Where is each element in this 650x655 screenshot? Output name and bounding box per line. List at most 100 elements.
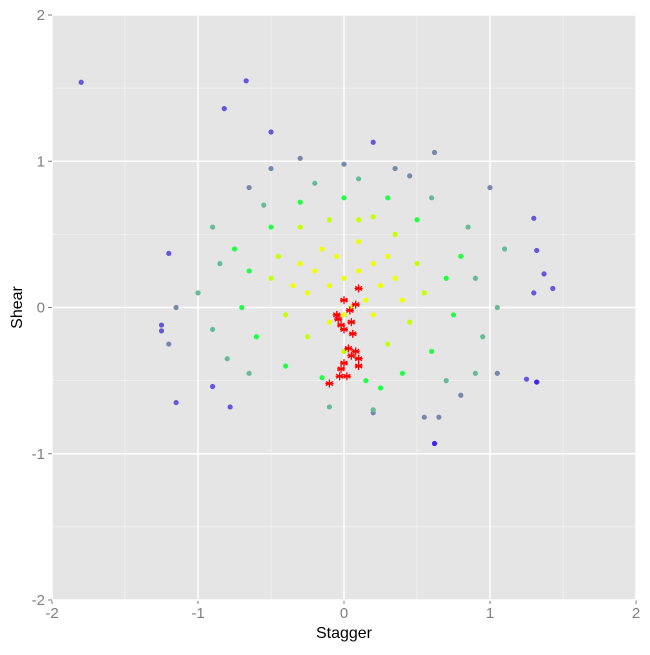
point <box>363 297 369 303</box>
point <box>385 341 391 347</box>
x-tick-label: 0 <box>340 605 348 622</box>
point <box>421 290 427 296</box>
point <box>377 282 384 289</box>
star-point <box>325 379 334 388</box>
point <box>436 414 442 420</box>
star-point <box>354 284 363 293</box>
point <box>297 261 303 267</box>
point <box>326 404 332 410</box>
point <box>541 271 547 277</box>
point <box>166 341 172 347</box>
point <box>268 275 274 281</box>
point <box>370 407 376 413</box>
point <box>494 304 500 311</box>
point <box>414 261 420 267</box>
point <box>399 297 405 303</box>
point <box>239 304 245 311</box>
point <box>319 246 325 252</box>
point <box>312 268 318 274</box>
y-axis-label: Shear <box>9 285 26 328</box>
point <box>341 161 347 167</box>
point <box>480 334 486 340</box>
point <box>377 385 384 391</box>
star-point <box>344 344 353 353</box>
x-tick-label: 1 <box>486 605 494 622</box>
point <box>158 322 165 328</box>
point <box>494 370 500 376</box>
point <box>341 312 347 318</box>
point <box>195 290 201 296</box>
point <box>414 217 420 223</box>
point <box>450 312 457 318</box>
point <box>550 285 556 292</box>
point <box>458 392 464 398</box>
point <box>173 399 179 406</box>
point <box>253 334 259 340</box>
star-point <box>340 359 348 368</box>
star-point <box>334 315 343 324</box>
star-point <box>340 325 348 334</box>
point <box>534 379 540 385</box>
point <box>534 247 540 254</box>
point <box>356 268 362 274</box>
x-tick-label: -2 <box>45 605 58 622</box>
point <box>472 370 478 376</box>
point <box>443 275 449 281</box>
star-point <box>348 329 357 338</box>
y-tick-label: -1 <box>32 446 45 463</box>
point <box>268 224 274 230</box>
point <box>523 376 530 382</box>
star-point <box>347 351 356 360</box>
point <box>246 268 252 274</box>
point <box>297 199 303 205</box>
point <box>392 275 398 281</box>
point <box>370 214 376 220</box>
point <box>326 319 332 325</box>
point <box>363 378 369 384</box>
point <box>407 173 413 179</box>
y-tick-label: 2 <box>37 7 45 24</box>
point <box>531 215 537 221</box>
point <box>341 195 347 201</box>
point <box>312 180 318 186</box>
point <box>356 239 362 245</box>
point <box>210 326 216 333</box>
point <box>421 414 427 420</box>
point <box>304 334 311 340</box>
point <box>399 370 405 376</box>
star-point <box>340 296 348 305</box>
star-point <box>337 321 346 330</box>
point <box>78 79 84 85</box>
star-point <box>351 300 360 309</box>
y-tick-label: 1 <box>37 153 45 170</box>
point <box>429 195 435 201</box>
point <box>319 375 325 381</box>
point <box>431 440 438 447</box>
point <box>268 129 274 135</box>
x-tick-label: -1 <box>191 605 204 622</box>
point <box>246 184 252 191</box>
point <box>173 304 179 311</box>
point <box>326 217 332 223</box>
y-tick-label: -2 <box>32 592 45 609</box>
point <box>392 231 398 237</box>
y-tick-label: 0 <box>37 300 45 317</box>
star-point <box>342 372 351 381</box>
point <box>487 184 493 191</box>
point <box>502 246 508 252</box>
point <box>297 155 303 161</box>
point <box>243 78 249 84</box>
point <box>458 253 464 259</box>
point <box>370 139 376 145</box>
star-point <box>347 318 356 327</box>
point <box>531 290 537 296</box>
star-point <box>354 354 363 363</box>
x-tick-label: 2 <box>632 605 640 622</box>
star-point <box>351 347 360 356</box>
point <box>304 290 311 296</box>
point <box>231 246 238 252</box>
point <box>429 348 435 354</box>
point <box>227 404 233 410</box>
star-point <box>332 310 341 319</box>
